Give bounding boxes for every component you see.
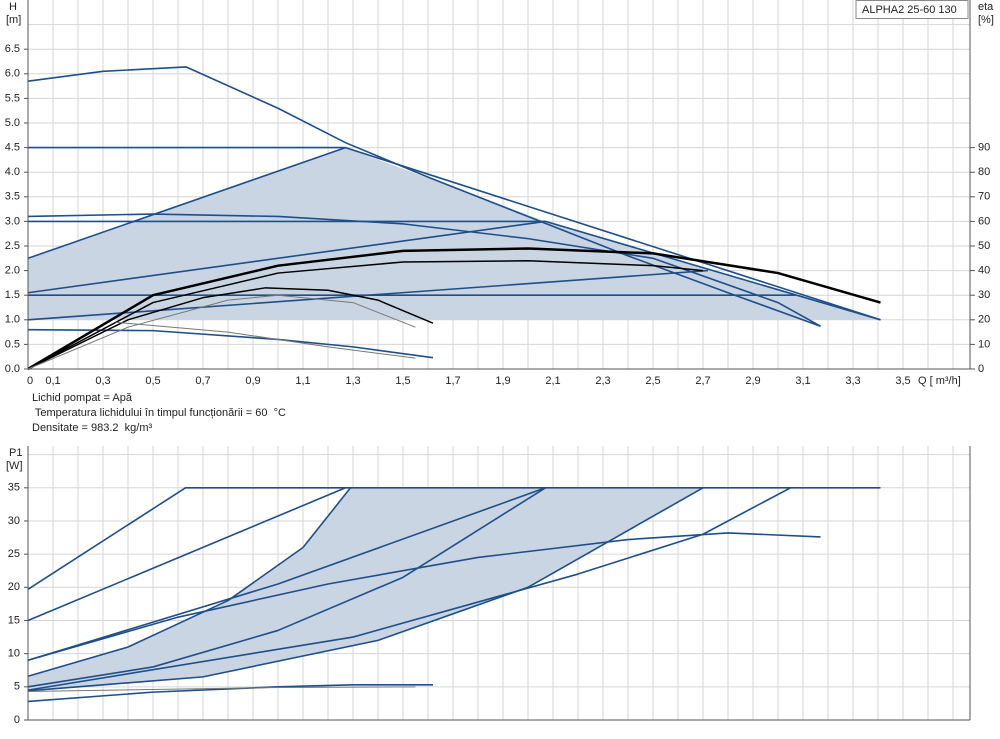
title-box — [855, 0, 969, 19]
curve — [27, 487, 346, 622]
y-tick-label: 35 — [8, 482, 20, 494]
note: Densitate = 983.2 kg/m³ — [32, 422, 152, 434]
x-tick-label: 2,9 — [745, 375, 760, 387]
curve — [27, 487, 704, 692]
y-tick-label: 4.0 — [5, 166, 20, 178]
y-tick-label: 0.0 — [5, 363, 20, 375]
y-tick-label: 25 — [8, 548, 20, 560]
y2-tick-label: 0 — [978, 363, 984, 375]
curve — [27, 686, 416, 692]
curve — [27, 213, 821, 327]
x-tick-label: 2,5 — [645, 375, 660, 387]
y2-tick-label: 50 — [978, 240, 990, 252]
curve — [115, 321, 416, 359]
y-tick-label: 15 — [8, 614, 20, 626]
x-tick-label: 2,3 — [595, 375, 610, 387]
x-tick-label: 1,5 — [395, 375, 410, 387]
y-tick-label: 1.5 — [5, 289, 20, 301]
y-tick-label: 0.5 — [5, 338, 20, 350]
x-tick-label: 0,1 — [45, 375, 60, 387]
y-tick-label: 0 — [14, 714, 20, 726]
x-tick-label: 0,5 — [145, 375, 160, 387]
y-tick-label: 4.5 — [5, 142, 20, 154]
y-axis-label: H — [9, 1, 17, 13]
y-tick-label: 10 — [8, 648, 20, 660]
y2-tick-label: 80 — [978, 166, 990, 178]
curve — [27, 487, 791, 691]
x-tick-label: 1,7 — [445, 375, 460, 387]
curve — [27, 66, 821, 327]
y2-tick-label: 30 — [978, 289, 990, 301]
x-tick-label: 1,1 — [295, 375, 310, 387]
y-axis-label: P1 — [9, 447, 22, 459]
y-tick-label: 30 — [8, 515, 20, 527]
x-axis-label: Q [ m³/h] — [918, 375, 961, 387]
y-tick-label: 6.5 — [5, 43, 20, 55]
y-tick-label: 3.5 — [5, 191, 20, 203]
curve — [27, 487, 352, 677]
note: Temperatura lichidului în timpul funcțio… — [32, 407, 286, 419]
x-tick-label: 0 — [27, 375, 33, 387]
y-tick-label: 5.5 — [5, 92, 20, 104]
curve — [27, 294, 416, 370]
y-axis-unit: [W] — [6, 460, 23, 472]
y2-axis-unit: [%] — [978, 14, 994, 26]
y-tick-label: 5.0 — [5, 117, 20, 129]
y-tick-label: 3.0 — [5, 215, 20, 227]
y2-tick-label: 60 — [978, 215, 990, 227]
x-tick-label: 0,7 — [195, 375, 210, 387]
y-tick-label: 2.5 — [5, 240, 20, 252]
x-tick-label: 0,9 — [245, 375, 260, 387]
y-tick-label: 5 — [14, 681, 20, 693]
curve — [27, 486, 881, 590]
y2-tick-label: 40 — [978, 265, 990, 277]
curve — [27, 487, 546, 688]
shaded-region — [28, 487, 703, 691]
y-tick-label: 2.0 — [5, 265, 20, 277]
curve — [27, 287, 434, 370]
x-tick-label: 1,3 — [345, 375, 360, 387]
x-tick-label: 2,7 — [695, 375, 710, 387]
x-tick-label: 2,1 — [545, 375, 560, 387]
curve — [27, 532, 821, 662]
x-tick-label: 3,5 — [895, 375, 910, 387]
y2-axis-label: eta — [978, 1, 994, 13]
x-tick-label: 3,3 — [845, 375, 860, 387]
note: Lichid pompat = Apă — [32, 392, 133, 404]
x-tick-label: 3,1 — [795, 375, 810, 387]
curve — [27, 684, 433, 703]
y-tick-label: 6.0 — [5, 68, 20, 80]
y-tick-label: 1.0 — [5, 314, 20, 326]
y-axis-unit: [m] — [6, 14, 21, 26]
y2-tick-label: 10 — [978, 338, 990, 350]
x-tick-label: 1,9 — [495, 375, 510, 387]
y-tick-label: 20 — [8, 581, 20, 593]
curve — [27, 247, 881, 371]
x-tick-label: 0,3 — [95, 375, 110, 387]
chart-title: ALPHA2 25-60 130 — [862, 4, 957, 16]
y2-tick-label: 70 — [978, 191, 990, 203]
curve — [27, 260, 704, 370]
curve — [27, 487, 546, 662]
y2-tick-label: 90 — [978, 142, 990, 154]
y2-tick-label: 20 — [978, 314, 990, 326]
